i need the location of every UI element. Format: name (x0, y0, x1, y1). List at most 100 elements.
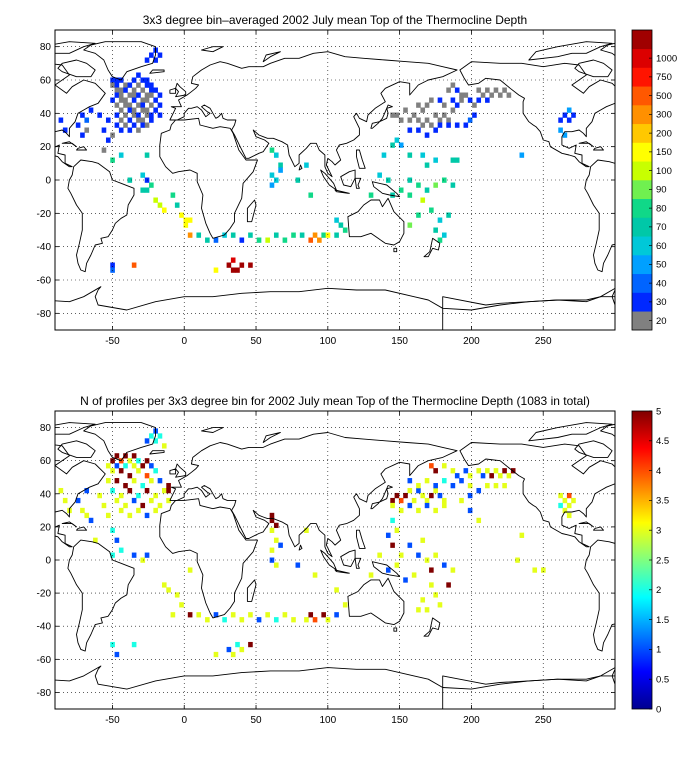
chart2-data-cell (131, 463, 137, 469)
chart1-data-cell (88, 107, 94, 113)
chart2-colorbar: 0 0.5 1 1.5 2 2.5 3 3.5 4 4.5 5 (631, 406, 669, 715)
chart1-data-cell (416, 212, 421, 218)
chart1-colorbar-segment (632, 311, 652, 331)
chart2-x-tick-label: 200 (463, 715, 480, 726)
chart2-data-cell (213, 612, 219, 618)
chart1-data-cell (321, 232, 326, 238)
chart1-data-cell (424, 187, 430, 193)
chart1-data-cell (317, 237, 322, 243)
chart2-coastline (61, 521, 77, 528)
chart1-data-cell (84, 127, 90, 133)
chart1-data-cell (62, 127, 68, 133)
chart2-data-cell (420, 597, 426, 603)
chart2-data-cell (437, 492, 443, 499)
chart1-colorbar-segment (632, 273, 652, 293)
chart1-data-cell (110, 157, 115, 163)
chart1-data-cell (123, 87, 128, 93)
chart2-data-cell (321, 612, 326, 618)
chart1-data-cell (131, 112, 137, 118)
chart1-data-cell (183, 222, 189, 228)
chart1-data-cell (127, 102, 133, 108)
chart1-data-cell (110, 262, 115, 268)
chart1-data-cell (248, 262, 253, 268)
chart2-data-cell (566, 502, 572, 509)
chart1-data-cell (273, 232, 279, 238)
chart1-coastline (528, 41, 613, 61)
chart2-data-cell (153, 438, 158, 444)
chart2-data-cell (187, 612, 193, 618)
chart1-colorbar-segment (632, 48, 652, 68)
chart1-data-cell (226, 262, 232, 268)
chart2-coastline (578, 521, 594, 528)
chart2-coastline (356, 529, 366, 549)
chart1-data-cell (437, 117, 443, 123)
chart1-data-cell (118, 107, 124, 113)
chart2-coastline (442, 667, 615, 709)
chart2-coastline (159, 498, 258, 619)
chart2-data-cell (161, 582, 167, 588)
chart2-data-cell (110, 487, 115, 494)
chart2-data-cell (416, 552, 421, 558)
chart1-data-cell (101, 147, 107, 153)
chart1-data-cell (144, 107, 150, 113)
chart2-data-cell (75, 497, 81, 504)
chart1-data-cell (454, 157, 460, 163)
chart2-data-cell (179, 602, 184, 608)
chart2-data-cell (123, 502, 128, 509)
chart1-data-cell (446, 212, 451, 218)
chart1-coastline (356, 149, 366, 169)
chart1-data-cell (157, 102, 163, 108)
chart2-colorbar-label: 1.5 (656, 615, 669, 626)
chart1-data-cell (153, 57, 158, 63)
chart2-data-cell (123, 483, 128, 489)
chart2-data-cell (424, 478, 430, 484)
chart1-data-cell (441, 112, 447, 118)
chart1-colorbar-segment (632, 217, 652, 237)
chart2-data-cell (105, 478, 111, 484)
chart1-data-cell (149, 182, 154, 188)
chart1-x-tick-label: 100 (319, 336, 336, 347)
chart1-data-cell (385, 177, 391, 183)
chart2-data-cell (416, 483, 421, 489)
chart1-colorbar-segment (632, 67, 652, 87)
chart1-title: 3x3 degree bin–averaged 2002 July mean T… (143, 13, 527, 27)
chart2-data-cell (459, 478, 464, 484)
chart1-data-cell (114, 92, 120, 98)
chart2-data-cell (149, 497, 154, 504)
chart1-data-cell (144, 152, 150, 158)
chart1-data-cell (144, 92, 150, 98)
chart1-data-cell (424, 132, 430, 138)
chart2-data-cell (205, 617, 210, 623)
chart1-data-cell (390, 112, 395, 118)
chart1-x-tick-label: 0 (181, 336, 187, 347)
chart1-coastline (149, 69, 165, 74)
chart1-data-cell (114, 82, 120, 88)
chart2-data-cell (446, 582, 451, 588)
chart1-data-cell (114, 87, 120, 93)
chart2-data-cell (394, 492, 400, 499)
chart1-colorbar-label: 70 (656, 222, 667, 233)
chart2-data-cell (493, 483, 499, 489)
chart1-data-cell (291, 232, 296, 238)
chart1-data-cell (131, 92, 137, 98)
chart1-data-cell (334, 232, 339, 238)
chart2-y-tick-label: -60 (37, 655, 52, 666)
chart1-colorbar-label: 200 (656, 128, 672, 139)
chart2-coastline (459, 442, 615, 548)
chart1-data-cell (450, 82, 456, 88)
chart1-coastline (574, 59, 613, 78)
chart1-data-cell (506, 92, 512, 98)
chart1-y-tick-label: -20 (37, 209, 52, 220)
chart2-data-cell (485, 468, 490, 474)
chart2-data-cell (161, 487, 167, 494)
chart1-data-cell (424, 117, 430, 123)
chart2-data-cell (84, 487, 90, 494)
chart1-data-cell (308, 192, 314, 198)
chart1-data-cell (416, 102, 421, 108)
chart2-data-cell (157, 502, 163, 509)
chart1-data-cell (299, 232, 305, 238)
chart1-data-cell (269, 182, 275, 188)
chart1-data-cell (256, 237, 262, 243)
chart2-data-cell (368, 572, 374, 578)
chart2-data-cell (269, 517, 275, 524)
